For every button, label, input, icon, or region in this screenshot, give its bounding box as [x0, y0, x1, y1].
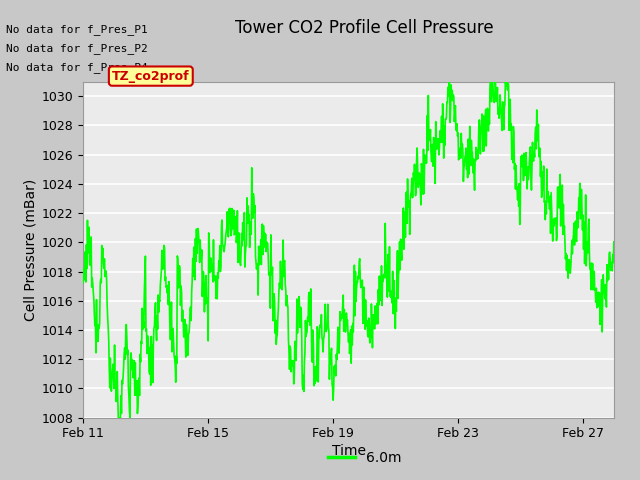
Text: No data for f_Pres_P2: No data for f_Pres_P2: [6, 43, 148, 54]
Text: No data for f_Pres_P4: No data for f_Pres_P4: [6, 62, 148, 73]
Text: Tower CO2 Profile Cell Pressure: Tower CO2 Profile Cell Pressure: [236, 19, 494, 37]
Text: TZ_co2prof: TZ_co2prof: [112, 70, 189, 83]
Legend: 6.0m: 6.0m: [322, 445, 408, 471]
X-axis label: Time: Time: [332, 444, 366, 458]
Text: No data for f_Pres_P1: No data for f_Pres_P1: [6, 24, 148, 35]
Y-axis label: Cell Pressure (mBar): Cell Pressure (mBar): [24, 179, 37, 321]
